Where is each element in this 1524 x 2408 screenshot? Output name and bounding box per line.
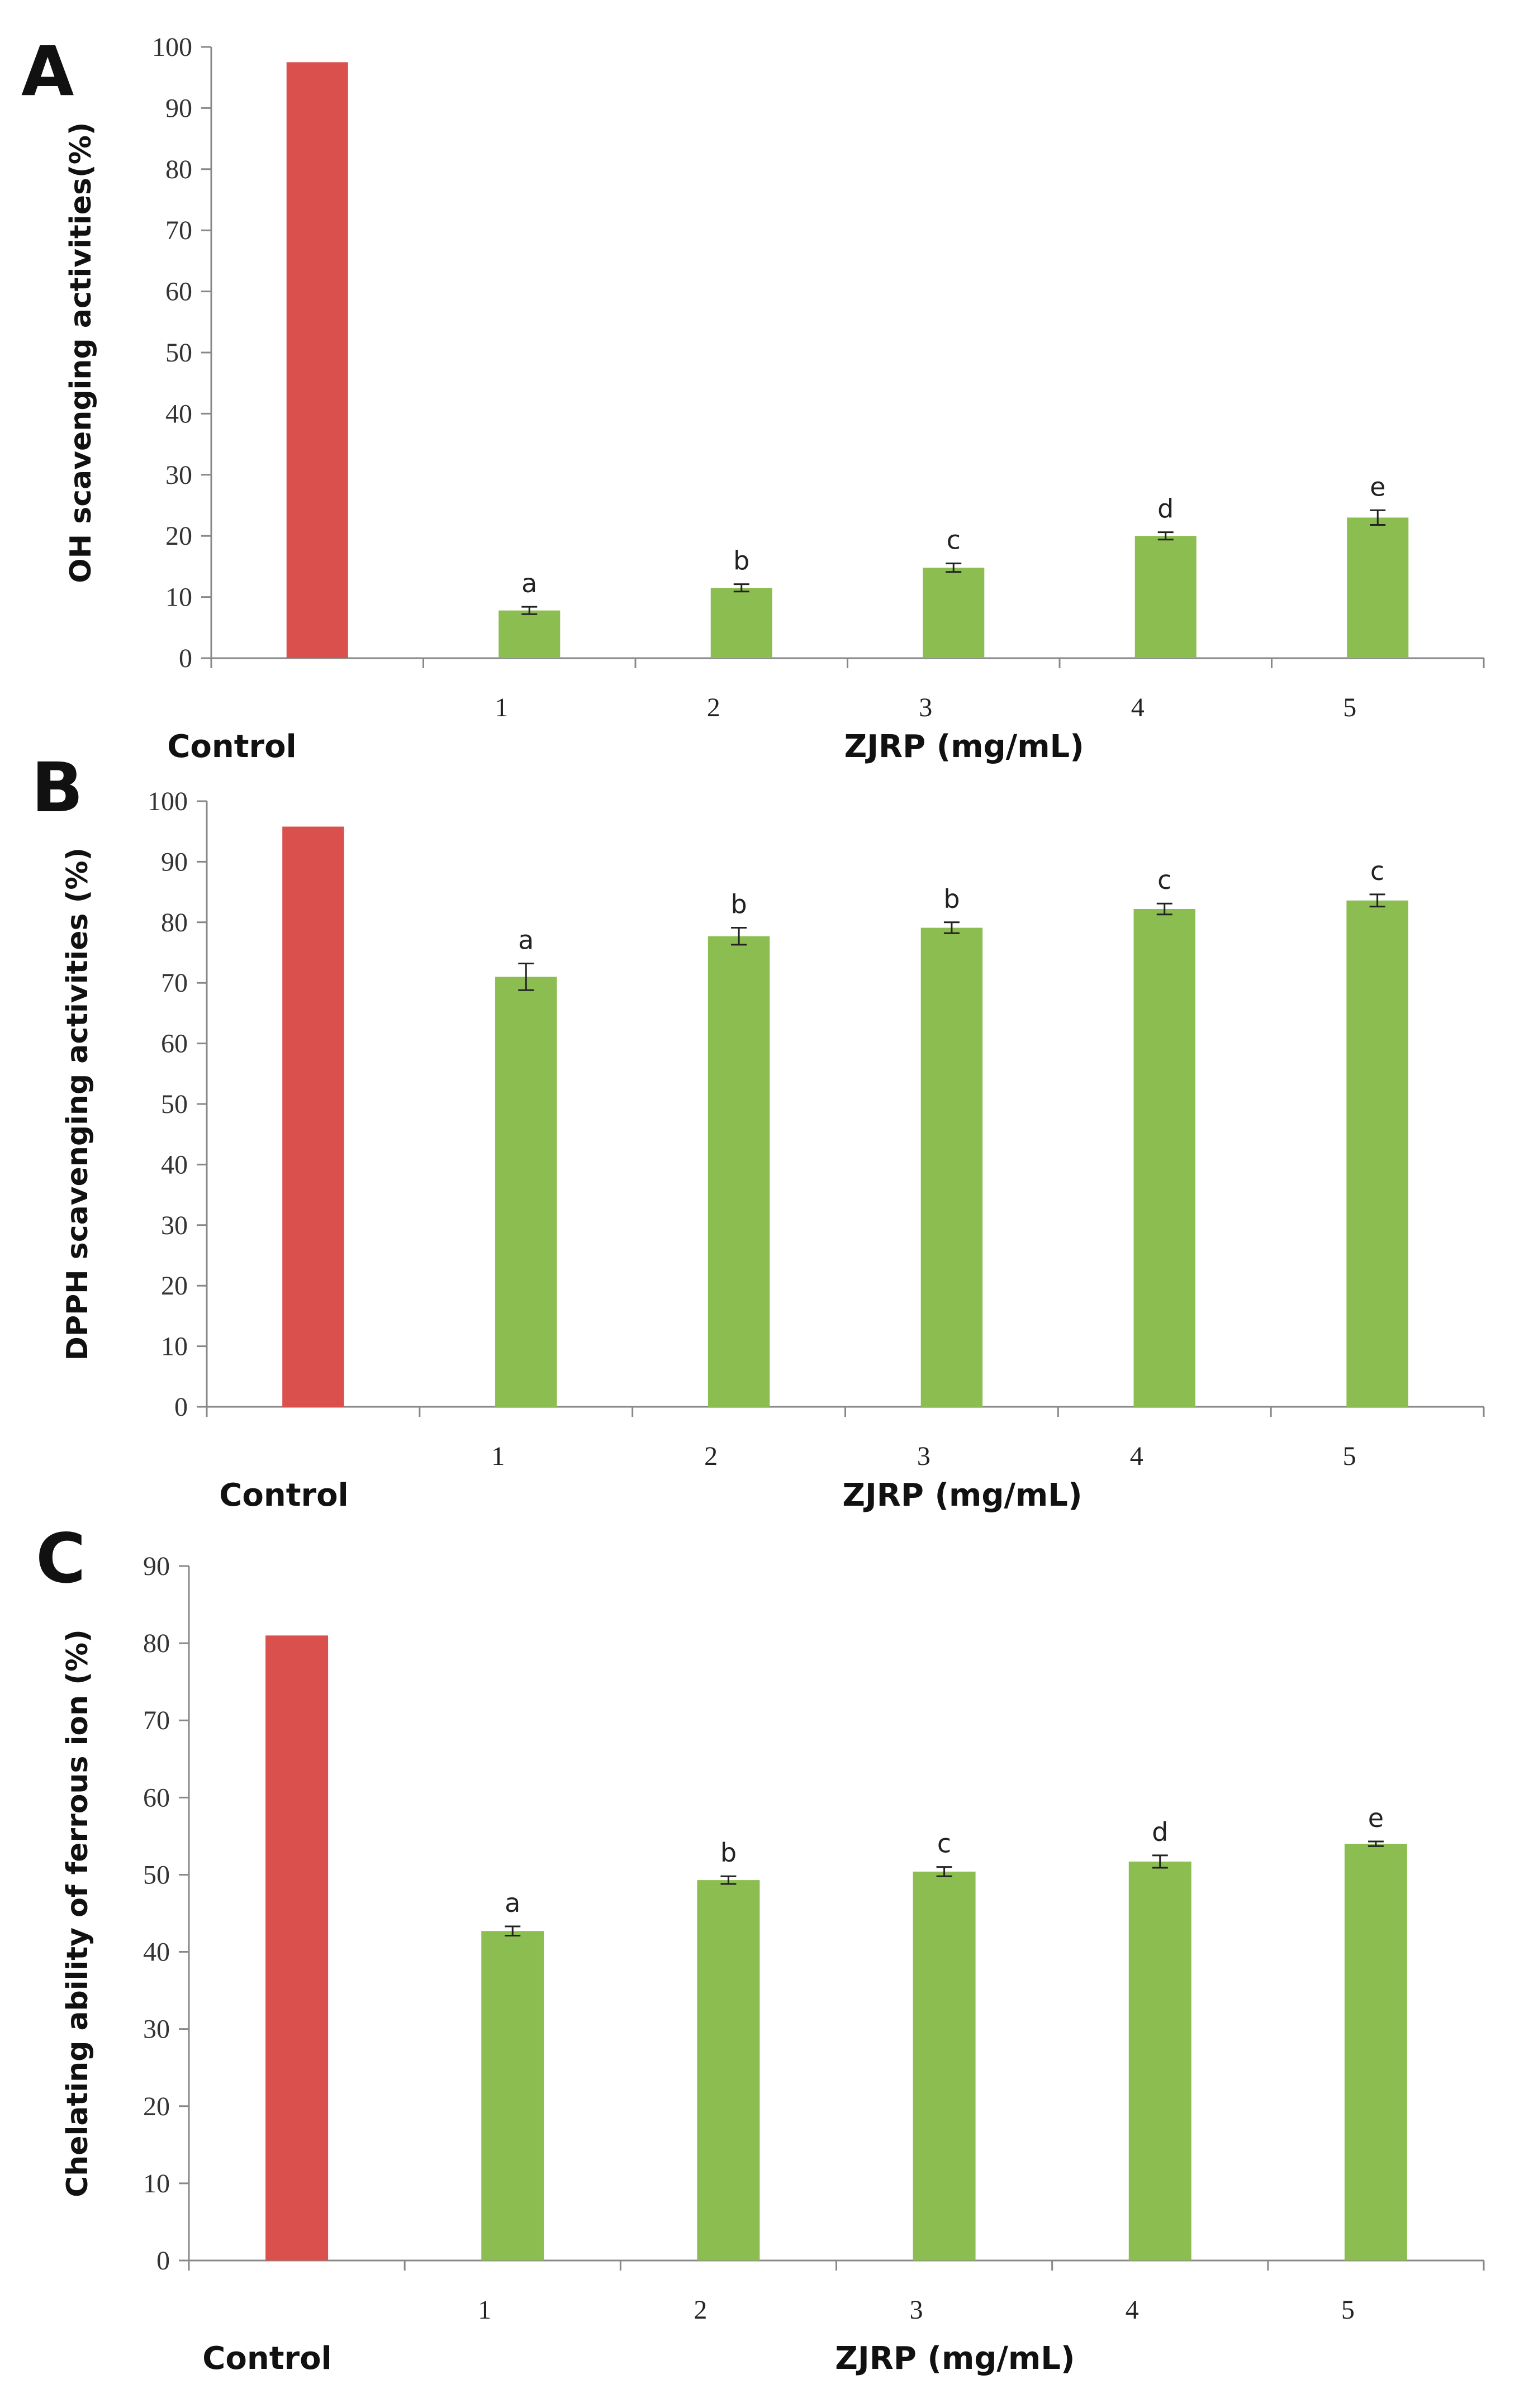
control-label: Control [202, 2340, 332, 2377]
y-tick-label: 70 [161, 968, 188, 998]
significance-letter: c [1370, 856, 1384, 886]
y-tick-label: 100 [148, 787, 188, 816]
x-category-label: 2 [694, 2295, 707, 2325]
bar-1 [495, 977, 557, 1407]
bar-3 [920, 927, 983, 1407]
x-axis-title: ZJRP (mg/mL) [835, 2340, 1075, 2377]
y-tick-label: 30 [161, 1211, 188, 1240]
y-axis-title: Chelating ability of ferrous ion (%) [61, 1629, 94, 2197]
y-tick-label: 0 [179, 644, 192, 673]
y-tick-label: 20 [165, 521, 192, 551]
y-tick-label: 90 [143, 1552, 170, 1581]
x-category-label: 3 [919, 693, 932, 722]
y-tick-label: 40 [161, 1150, 188, 1179]
significance-letter: a [505, 1888, 520, 1918]
significance-letter: e [1370, 472, 1385, 502]
chart-panel-c: C 0 10 20 30 40 50 60 70 80 90 a 1 b 2 c 3 d 4 e 5 Control ZJR… [36, 1519, 1485, 2377]
x-category-label: 1 [491, 1441, 505, 1471]
y-tick-label: 20 [143, 2092, 170, 2121]
bar-4 [1133, 908, 1195, 1407]
significance-letter: d [1152, 1817, 1168, 1847]
y-tick-label: 40 [165, 399, 192, 429]
y-tick-label: 60 [165, 277, 192, 307]
bar-4 [1134, 536, 1197, 658]
y-tick-label: 80 [165, 155, 192, 184]
x-category-label: 1 [495, 693, 508, 722]
bar-4 [1128, 1861, 1191, 2261]
x-category-label: 2 [707, 693, 720, 722]
y-tick-label: 90 [161, 847, 188, 877]
bar-2 [697, 1880, 760, 2261]
bar-2 [710, 588, 772, 658]
bar-5 [1344, 1844, 1407, 2261]
y-axis-title: DPPH scavenging activities (%) [61, 848, 94, 1360]
bar-2 [708, 936, 770, 1407]
y-tick-label: 10 [161, 1332, 188, 1362]
bar-control [286, 62, 348, 659]
x-axis-title: ZJRP (mg/mL) [842, 1477, 1082, 1514]
significance-letter: b [720, 1838, 737, 1868]
y-tick-label: 30 [165, 460, 192, 490]
control-label: Control [219, 1477, 349, 1514]
panel-letter: A [21, 32, 74, 111]
x-category-label: 4 [1131, 693, 1145, 722]
x-category-label: 3 [917, 1441, 930, 1471]
x-category-label: 4 [1130, 1441, 1143, 1471]
bar-control [265, 1635, 329, 2261]
significance-letter: b [943, 884, 960, 914]
y-tick-label: 10 [165, 583, 192, 612]
y-tick-label: 10 [143, 2169, 170, 2198]
y-tick-label: 80 [161, 908, 188, 937]
y-tick-label: 50 [161, 1089, 188, 1119]
significance-letter: b [730, 889, 747, 920]
significance-letter: e [1368, 1803, 1384, 1833]
x-category-label: 5 [1341, 2295, 1355, 2325]
bar-control [282, 826, 344, 1407]
y-tick-label: 50 [143, 1860, 170, 1890]
significance-letter: c [937, 1829, 951, 1859]
bar-1 [481, 1931, 544, 2261]
x-category-label: 5 [1343, 1441, 1356, 1471]
x-category-label: 5 [1343, 693, 1356, 722]
y-axis-title: OH scavenging activities(%) [64, 122, 98, 583]
significance-letter: c [1157, 865, 1171, 895]
significance-letter: c [947, 525, 961, 555]
x-axis-title: ZJRP (mg/mL) [844, 729, 1084, 765]
y-tick-label: 60 [161, 1029, 188, 1059]
y-tick-label: 80 [143, 1629, 170, 1658]
y-tick-label: 20 [161, 1271, 188, 1301]
x-category-label: 1 [478, 2295, 491, 2325]
x-category-label: 3 [910, 2295, 923, 2325]
bar-3 [923, 568, 985, 658]
y-tick-label: 100 [152, 32, 192, 62]
bar-3 [913, 1871, 976, 2261]
y-tick-label: 0 [174, 1392, 188, 1422]
y-tick-label: 70 [165, 216, 192, 245]
panel-letter: B [31, 748, 83, 827]
bar-1 [498, 610, 561, 658]
y-tick-label: 40 [143, 1938, 170, 1967]
significance-letter: a [518, 925, 534, 955]
x-category-label: 4 [1126, 2295, 1139, 2325]
significance-letter: d [1157, 494, 1174, 524]
y-tick-label: 30 [143, 2015, 170, 2044]
chart-panel-a: A 0 10 20 30 40 50 60 70 80 90 100 a 1 b 2 c 3 d 4 e 5 Control… [21, 32, 1485, 765]
bar-5 [1346, 900, 1408, 1407]
control-label: Control [167, 729, 297, 765]
x-category-label: 2 [704, 1441, 718, 1471]
significance-letter: a [521, 568, 537, 598]
y-tick-label: 90 [165, 93, 192, 123]
chart-panel-b: B 0 10 20 30 40 50 60 70 80 90 100 a 1 b 2 b 3 c 4 c 5 Control… [31, 748, 1485, 1514]
significance-letter: b [733, 546, 749, 576]
y-tick-label: 50 [165, 338, 192, 368]
panel-letter: C [36, 1519, 86, 1598]
y-tick-label: 70 [143, 1706, 170, 1735]
y-tick-label: 60 [143, 1783, 170, 1812]
y-tick-label: 0 [156, 2246, 170, 2276]
bar-5 [1347, 517, 1409, 658]
